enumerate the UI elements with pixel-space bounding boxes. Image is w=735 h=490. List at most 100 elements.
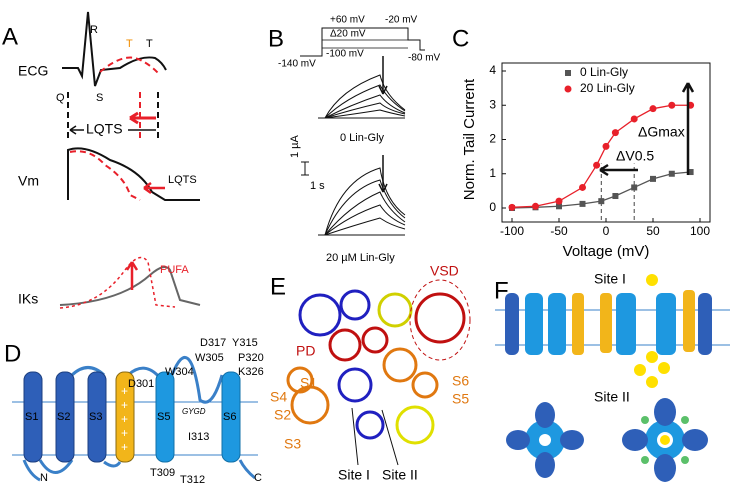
helices bbox=[23, 371, 241, 463]
arrow bbox=[129, 111, 156, 125]
label: T309 bbox=[150, 467, 175, 479]
label: C bbox=[254, 472, 262, 484]
y-tick-label: 2 bbox=[489, 132, 496, 146]
label: S1 bbox=[300, 375, 317, 391]
y-tick-label: 3 bbox=[489, 97, 496, 111]
marker bbox=[631, 184, 638, 191]
x-tick-label: 100 bbox=[690, 224, 710, 238]
ion bbox=[646, 376, 658, 388]
label: S6 bbox=[223, 411, 236, 423]
label: IKs bbox=[18, 291, 38, 307]
label: +60 mV bbox=[330, 15, 365, 26]
linker bbox=[22, 355, 256, 482]
label: -140 mV bbox=[278, 59, 316, 70]
arrow bbox=[378, 155, 388, 193]
svg-text:+: + bbox=[121, 398, 128, 412]
label: 20 µM Lin-Gly bbox=[326, 252, 395, 264]
panel-label: A bbox=[2, 23, 18, 50]
label: 0 Lin-Gly bbox=[340, 132, 385, 144]
x-axis-label: Voltage (mV) bbox=[563, 243, 650, 260]
x-tick-label: 50 bbox=[646, 224, 660, 238]
y-tick-label: 0 bbox=[489, 200, 496, 214]
marker bbox=[598, 198, 605, 205]
panel-label: B bbox=[268, 25, 284, 52]
ion bbox=[658, 362, 670, 374]
label: I313 bbox=[188, 431, 209, 443]
label: S4 bbox=[270, 389, 287, 405]
label: N bbox=[40, 472, 48, 484]
label: S5 bbox=[157, 411, 170, 423]
f-helices bbox=[505, 290, 712, 355]
panel-label: F bbox=[494, 277, 509, 304]
label: S6 bbox=[452, 373, 469, 389]
marker bbox=[579, 183, 586, 191]
svg-text:+: + bbox=[121, 440, 128, 454]
label: T bbox=[126, 38, 133, 50]
label: -80 mV bbox=[408, 53, 441, 64]
f-top-view bbox=[506, 398, 708, 482]
label: T bbox=[146, 38, 153, 50]
marker bbox=[602, 142, 610, 150]
label: Site II bbox=[594, 389, 630, 405]
label: W305 bbox=[195, 352, 224, 364]
label: -100 mV bbox=[326, 49, 364, 60]
label: Site II bbox=[382, 467, 418, 483]
marker bbox=[556, 203, 562, 210]
legend-label: 20 Lin-Gly bbox=[580, 81, 635, 95]
arrow bbox=[599, 163, 638, 177]
structure bbox=[286, 289, 466, 445]
label: Vm bbox=[18, 173, 39, 189]
protocol bbox=[300, 27, 425, 57]
label: W304 bbox=[165, 366, 194, 378]
panel-a: A ECG R T T Q S LQTS Vm LQTS IKs PUFA bbox=[2, 11, 201, 309]
y-tick-label: 4 bbox=[489, 63, 496, 77]
marker bbox=[579, 200, 586, 207]
marker bbox=[532, 202, 539, 210]
label: S3 bbox=[284, 436, 301, 452]
label: GYGD bbox=[182, 407, 206, 416]
svg-text:+: + bbox=[121, 384, 128, 398]
label: D301 bbox=[128, 378, 154, 390]
y-axis-label: Norm. Tail Current bbox=[461, 78, 478, 200]
ion bbox=[646, 351, 658, 363]
arrow bbox=[681, 82, 695, 175]
label: S2 bbox=[57, 411, 70, 423]
legend-marker bbox=[565, 70, 571, 76]
label: LQTS bbox=[86, 121, 123, 137]
label: Y315 bbox=[232, 337, 258, 349]
svg-text:+: + bbox=[121, 426, 128, 440]
traces bbox=[318, 74, 406, 119]
label: S5 bbox=[452, 391, 469, 407]
panel-label: C bbox=[452, 25, 469, 52]
label: S2 bbox=[274, 407, 291, 423]
annotation: ΔV0.5 bbox=[616, 148, 654, 164]
ion bbox=[646, 274, 658, 286]
panel-c: C -100 -50 0 50 100 0 1 2 3 4 Voltage (mV) Norm. Ta… bbox=[452, 25, 711, 260]
marker bbox=[611, 129, 619, 137]
label: S1 bbox=[25, 411, 38, 423]
ecg-trace bbox=[62, 11, 167, 87]
label: VSD bbox=[430, 263, 459, 279]
arrow bbox=[378, 56, 388, 95]
marker bbox=[630, 115, 638, 123]
legend-label: 0 Lin-Gly bbox=[580, 65, 628, 79]
x-tick-label: -50 bbox=[550, 224, 568, 238]
protocol bbox=[322, 39, 408, 49]
panel-b: B +60 mV Δ20 mV -100 mV -20 mV -140 mV -… bbox=[268, 15, 441, 264]
marker bbox=[687, 169, 694, 176]
traces bbox=[318, 167, 406, 236]
x-tick-label: -100 bbox=[500, 224, 524, 238]
marker bbox=[650, 175, 656, 182]
legend-marker bbox=[564, 85, 572, 93]
marker bbox=[612, 193, 619, 200]
iks-pufa bbox=[59, 256, 176, 309]
marker bbox=[668, 170, 675, 177]
panel-f: F Site I Site II bbox=[494, 271, 730, 482]
vm-short bbox=[69, 150, 141, 201]
scale-bar bbox=[301, 161, 309, 176]
panel-e: E VSD PD S4 S1 S2 S3 S6 S5 Site I Site I… bbox=[270, 263, 471, 483]
marker bbox=[555, 197, 563, 205]
annotation: ΔGmax bbox=[638, 124, 685, 140]
label: Site I bbox=[338, 467, 370, 483]
label: T312 bbox=[180, 474, 205, 486]
